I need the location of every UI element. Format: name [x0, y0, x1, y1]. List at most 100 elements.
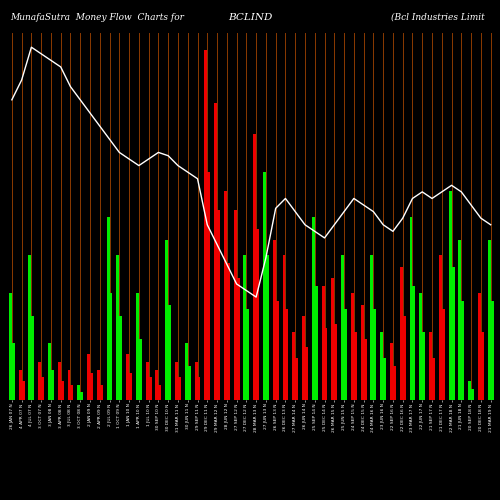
Bar	[12, 343, 15, 400]
Bar	[412, 286, 416, 400]
Bar	[156, 370, 158, 400]
Bar	[400, 267, 402, 400]
Bar	[341, 256, 344, 400]
Bar	[51, 370, 54, 400]
Bar	[9, 294, 12, 400]
Bar	[334, 324, 337, 400]
Bar	[266, 256, 269, 400]
Bar	[429, 332, 432, 400]
Bar	[354, 332, 357, 400]
Bar	[295, 358, 298, 400]
Bar	[227, 263, 230, 400]
Bar	[292, 332, 295, 400]
Bar	[302, 316, 305, 400]
Bar	[344, 308, 347, 400]
Bar	[324, 328, 328, 400]
Bar	[263, 172, 266, 400]
Bar	[481, 332, 484, 400]
Bar	[432, 358, 435, 400]
Bar	[224, 191, 227, 400]
Bar	[166, 240, 168, 400]
Bar	[48, 343, 51, 400]
Bar	[462, 301, 464, 400]
Bar	[78, 385, 80, 400]
Bar	[383, 358, 386, 400]
Bar	[97, 370, 100, 400]
Text: (Bcl Industries Limit: (Bcl Industries Limit	[391, 12, 485, 22]
Bar	[276, 301, 278, 400]
Bar	[488, 240, 490, 400]
Bar	[234, 210, 236, 400]
Bar	[178, 377, 181, 400]
Bar	[471, 388, 474, 400]
Bar	[146, 362, 148, 400]
Bar	[136, 294, 139, 400]
Bar	[315, 286, 318, 400]
Bar	[185, 343, 188, 400]
Bar	[68, 370, 70, 400]
Bar	[58, 362, 60, 400]
Bar	[282, 256, 286, 400]
Bar	[253, 134, 256, 400]
Bar	[28, 256, 32, 400]
Bar	[120, 316, 122, 400]
Bar	[422, 332, 425, 400]
Bar	[244, 256, 246, 400]
Bar	[129, 374, 132, 400]
Bar	[194, 362, 198, 400]
Bar	[374, 308, 376, 400]
Bar	[106, 218, 110, 400]
Bar	[351, 294, 354, 400]
Bar	[80, 392, 83, 400]
Bar	[41, 377, 44, 400]
Bar	[380, 332, 383, 400]
Bar	[158, 385, 162, 400]
Bar	[116, 256, 119, 400]
Bar	[168, 305, 171, 400]
Text: MunafaSutra  Money Flow  Charts for: MunafaSutra Money Flow Charts for	[10, 12, 184, 22]
Bar	[18, 370, 22, 400]
Bar	[87, 354, 90, 400]
Bar	[490, 301, 494, 400]
Bar	[256, 229, 259, 400]
Bar	[90, 374, 93, 400]
Bar	[312, 218, 315, 400]
Bar	[188, 366, 190, 400]
Bar	[360, 305, 364, 400]
Bar	[139, 339, 142, 400]
Bar	[272, 240, 276, 400]
Bar	[305, 346, 308, 400]
Bar	[22, 381, 25, 400]
Bar	[402, 316, 406, 400]
Bar	[286, 308, 288, 400]
Bar	[204, 50, 208, 400]
Bar	[126, 354, 129, 400]
Bar	[370, 256, 374, 400]
Text: BCLIND: BCLIND	[228, 12, 272, 22]
Bar	[246, 308, 250, 400]
Bar	[468, 381, 471, 400]
Bar	[332, 278, 334, 400]
Bar	[442, 308, 444, 400]
Bar	[452, 267, 454, 400]
Bar	[70, 385, 74, 400]
Bar	[393, 366, 396, 400]
Bar	[100, 385, 102, 400]
Bar	[60, 381, 64, 400]
Bar	[420, 294, 422, 400]
Bar	[458, 240, 462, 400]
Bar	[364, 339, 366, 400]
Bar	[410, 218, 412, 400]
Bar	[175, 362, 178, 400]
Bar	[198, 377, 200, 400]
Bar	[217, 210, 220, 400]
Bar	[478, 294, 481, 400]
Bar	[322, 286, 324, 400]
Bar	[439, 256, 442, 400]
Bar	[390, 343, 393, 400]
Bar	[208, 172, 210, 400]
Bar	[38, 362, 41, 400]
Bar	[236, 278, 240, 400]
Bar	[32, 316, 34, 400]
Bar	[448, 191, 452, 400]
